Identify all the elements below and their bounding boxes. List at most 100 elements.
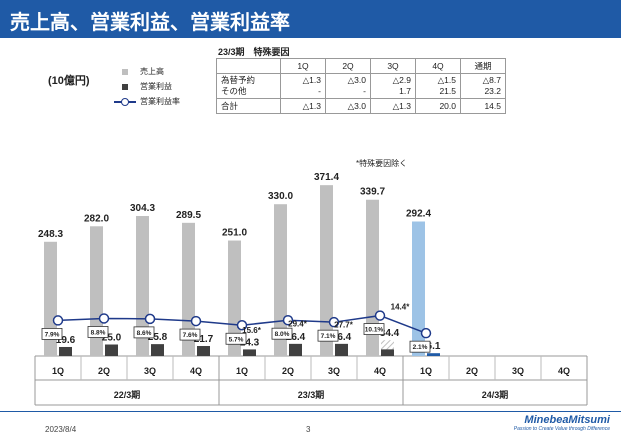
margin-point <box>374 310 386 321</box>
margin-label-box <box>409 340 431 353</box>
legend-sales-swatch <box>122 68 128 75</box>
x-tick-label: 1Q <box>420 366 432 376</box>
x-tick-label: 2Q <box>282 366 294 376</box>
margin-value-label: 8.0% <box>275 331 290 338</box>
x-tick-label: 3Q <box>328 366 340 376</box>
cell-value: △2.9 <box>392 75 411 85</box>
cell-value: △1.5 <box>437 75 456 85</box>
legend-sales: 売上高 <box>118 64 180 79</box>
profit-value-label: 6.1 <box>427 341 441 352</box>
brand-name: MinebeaMitsumi <box>524 414 610 426</box>
margin-excl-special-label: 14.4* <box>391 303 411 312</box>
chart-legend: 売上高 営業利益 営業利益率 <box>114 64 180 109</box>
margin-label-box <box>179 328 201 341</box>
brand-logo: MinebeaMitsumi Passion to Create Value t… <box>500 414 610 432</box>
cell-value: 23.2 <box>484 86 501 96</box>
margin-label-box <box>41 328 63 340</box>
unit-label: (10億円) <box>48 75 90 87</box>
cell-value: △1.3 <box>370 98 416 114</box>
profit-value-label: 26.4 <box>286 332 306 343</box>
profit-value-label: 19.6 <box>56 335 76 346</box>
special-factors-table: 1Q 2Q 3Q 4Q 通期 為替予約 その他 △1.3 - △3.0 - △2… <box>216 58 506 114</box>
group-label: 23/3期 <box>298 389 325 400</box>
profit-value-label: 25.8 <box>148 332 168 343</box>
profit-bar <box>243 349 256 356</box>
chart-note: *特殊要因除く <box>356 159 408 168</box>
x-tick-label: 1Q <box>52 366 64 376</box>
sales-value-label: 330.0 <box>268 191 293 202</box>
sales-value-label: 251.0 <box>222 228 247 239</box>
margin-value-label: 8.6% <box>137 330 152 337</box>
profit-bar <box>381 349 394 356</box>
sales-value-label: 289.5 <box>176 210 201 221</box>
table-cell: △1.3 - <box>280 73 326 99</box>
sales-bar <box>320 185 333 356</box>
x-tick-label: 3Q <box>512 366 524 376</box>
margin-point <box>144 313 156 325</box>
margin-point <box>52 315 64 326</box>
profit-excl-special-label: 15.6* <box>242 326 262 335</box>
margin-label-box <box>363 323 385 335</box>
x-tick-label: 2Q <box>98 366 110 376</box>
sales-value-label: 371.4 <box>314 172 339 183</box>
cell-value: 1.7 <box>399 86 411 96</box>
margin-value-label: 2.1% <box>413 344 428 351</box>
legend-margin-swatch <box>114 97 136 106</box>
cell-value: 14.5 <box>460 98 506 114</box>
row-label-other: その他 <box>221 86 247 96</box>
cell-value: △1.3 <box>302 75 321 85</box>
sales-value-label: 248.3 <box>38 229 63 240</box>
footer-divider <box>0 411 621 412</box>
profit-bar <box>427 353 440 356</box>
cell-value: - <box>318 86 321 96</box>
margin-value-label: 7.6% <box>183 332 198 339</box>
brand-tagline: Passion to Create Value through Differen… <box>513 426 610 432</box>
margin-point <box>190 315 202 327</box>
sales-value-label: 339.7 <box>360 187 385 198</box>
sales-value-label: 292.4 <box>406 208 431 219</box>
legend-margin-label: 営業利益率 <box>140 97 180 106</box>
margin-point <box>236 320 248 331</box>
sales-value-label: 282.0 <box>84 213 109 224</box>
legend-profit-label: 営業利益 <box>140 82 172 91</box>
margin-point <box>98 313 110 324</box>
margin-value-label: 7.9% <box>45 331 60 338</box>
margin-label-box <box>271 327 293 340</box>
title-bar <box>0 0 621 38</box>
x-tick-label: 4Q <box>558 366 570 376</box>
margin-label-box <box>87 326 109 338</box>
profit-bar <box>335 343 348 356</box>
margin-value-label: 10.1% <box>365 327 384 334</box>
x-tick-label: 4Q <box>190 366 202 376</box>
profit-excl-special-label: 34.4 <box>380 328 400 339</box>
group-label: 22/3期 <box>114 389 141 400</box>
margin-point <box>328 316 340 328</box>
legend-margin: 営業利益率 <box>114 94 180 109</box>
profit-bar <box>105 344 118 356</box>
x-tick-label: 2Q <box>466 366 478 376</box>
sales-bar <box>90 226 103 356</box>
table-row: 合計 △1.3 △3.0 △1.3 20.0 14.5 <box>216 98 506 114</box>
sales-value-label: 304.3 <box>130 203 155 214</box>
profit-value-label: 21.7 <box>194 334 214 345</box>
sales-bar <box>412 221 425 356</box>
legend-profit-swatch <box>122 83 128 90</box>
profit-value-label: 26.4 <box>332 332 352 343</box>
margin-value-label: 8.8% <box>91 329 106 336</box>
table-cell: △8.7 23.2 <box>460 73 506 99</box>
cell-value: 21.5 <box>439 86 456 96</box>
row-label-fx: 為替予約 <box>221 75 256 85</box>
profit-value-label: 25.0 <box>102 333 122 344</box>
page-number: 3 <box>306 425 311 434</box>
margin-label-box <box>133 326 155 339</box>
profit-bar <box>59 346 72 356</box>
profit-value-label: 14.3 <box>240 337 260 348</box>
profit-bar <box>151 344 164 356</box>
x-tick-label: 1Q <box>236 366 248 376</box>
x-tick-label: 3Q <box>144 366 156 376</box>
special-factors-title: 23/3期 特殊要因 <box>218 47 290 57</box>
margin-point <box>420 327 432 339</box>
profit-bar <box>197 346 210 356</box>
margin-label-box <box>317 329 339 342</box>
